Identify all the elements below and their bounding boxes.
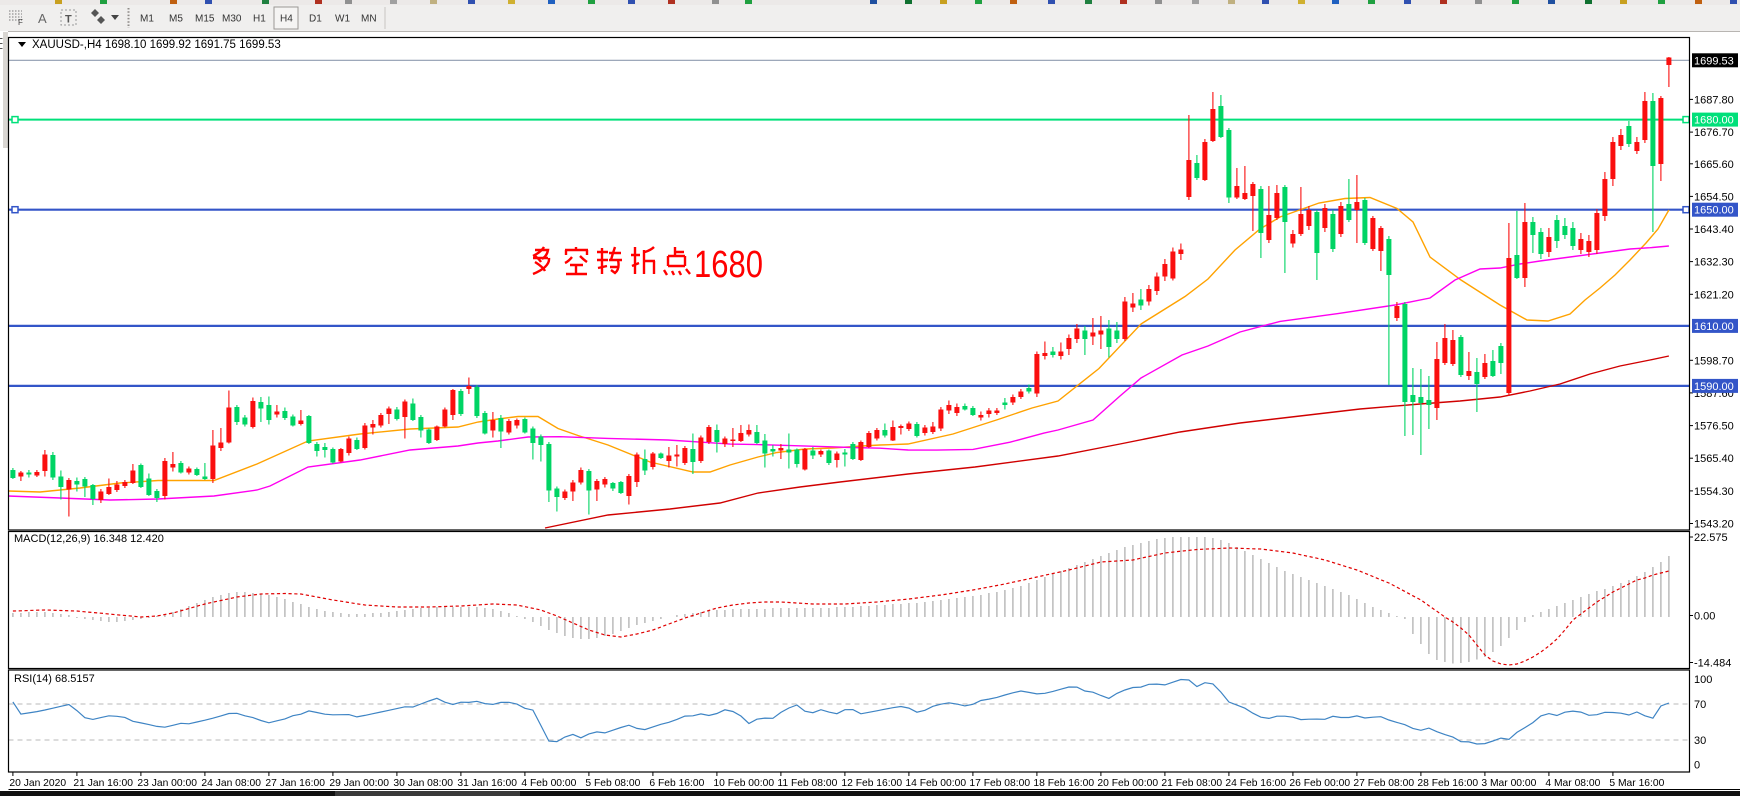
svg-text:1621.20: 1621.20: [1694, 289, 1734, 301]
svg-text:M15: M15: [195, 14, 215, 25]
svg-text:MACD(12,26,9) 16.348 12.420: MACD(12,26,9) 16.348 12.420: [14, 533, 164, 545]
svg-text:6 Feb 16:00: 6 Feb 16:00: [649, 778, 704, 789]
svg-text:21 Feb 08:00: 21 Feb 08:00: [1161, 778, 1222, 789]
svg-text:11 Feb 08:00: 11 Feb 08:00: [777, 778, 837, 789]
svg-text:26 Feb 00:00: 26 Feb 00:00: [1289, 778, 1350, 789]
svg-text:18 Feb 16:00: 18 Feb 16:00: [1033, 778, 1094, 789]
svg-text:20 Jan 2020: 20 Jan 2020: [9, 778, 66, 789]
svg-text:H4: H4: [280, 14, 293, 25]
svg-text:10 Feb 00:00: 10 Feb 00:00: [713, 778, 774, 789]
svg-text:H1: H1: [253, 14, 266, 25]
svg-text:T: T: [65, 14, 72, 26]
svg-text:1650.00: 1650.00: [1694, 205, 1734, 217]
svg-text:D1: D1: [309, 14, 322, 25]
svg-text:1554.30: 1554.30: [1694, 486, 1734, 498]
svg-text:0.00: 0.00: [1694, 611, 1715, 623]
svg-text:70: 70: [1694, 699, 1706, 711]
svg-text:RSI(14) 68.5157: RSI(14) 68.5157: [14, 673, 95, 685]
svg-text:1610.00: 1610.00: [1694, 321, 1734, 333]
svg-text:A: A: [38, 11, 47, 26]
svg-text:1676.70: 1676.70: [1694, 127, 1734, 139]
svg-text:22.575: 22.575: [1694, 532, 1728, 544]
svg-text:1632.30: 1632.30: [1694, 257, 1734, 269]
svg-text:28 Feb 16:00: 28 Feb 16:00: [1417, 778, 1478, 789]
svg-text:1598.70: 1598.70: [1694, 355, 1734, 367]
svg-text:3 Mar 00:00: 3 Mar 00:00: [1481, 778, 1536, 789]
svg-text:-14.484: -14.484: [1694, 658, 1731, 670]
svg-text:23 Jan 00:00: 23 Jan 00:00: [137, 778, 197, 789]
svg-text:1654.50: 1654.50: [1694, 191, 1734, 203]
svg-text:1665.60: 1665.60: [1694, 159, 1734, 171]
svg-text:0: 0: [1694, 760, 1700, 772]
svg-text:4 Feb 00:00: 4 Feb 00:00: [521, 778, 576, 789]
svg-text:M1: M1: [140, 14, 154, 25]
svg-text:14 Feb 00:00: 14 Feb 00:00: [905, 778, 966, 789]
svg-text:1576.50: 1576.50: [1694, 421, 1734, 433]
svg-text:F: F: [18, 18, 23, 27]
svg-text:5 Mar 16:00: 5 Mar 16:00: [1609, 778, 1664, 789]
svg-text:27 Jan 16:00: 27 Jan 16:00: [265, 778, 325, 789]
svg-text:1543.20: 1543.20: [1694, 519, 1734, 531]
svg-text:20 Feb 00:00: 20 Feb 00:00: [1097, 778, 1158, 789]
svg-text:1643.40: 1643.40: [1694, 224, 1734, 236]
svg-text:1590.00: 1590.00: [1694, 381, 1734, 393]
svg-text:1699.53: 1699.53: [1694, 55, 1734, 67]
svg-text:100: 100: [1694, 674, 1712, 686]
svg-text:M5: M5: [169, 14, 183, 25]
svg-text:21 Jan 16:00: 21 Jan 16:00: [73, 778, 133, 789]
svg-text:5 Feb 08:00: 5 Feb 08:00: [585, 778, 640, 789]
svg-text:29 Jan 00:00: 29 Jan 00:00: [329, 778, 389, 789]
svg-text:MN: MN: [361, 14, 377, 25]
svg-text:1687.80: 1687.80: [1694, 94, 1734, 106]
svg-text:XAUUSD-,H4 1698.10 1699.92 16: XAUUSD-,H4 1698.10 1699.92 1691.75 1699.…: [32, 39, 281, 51]
svg-text:1565.40: 1565.40: [1694, 453, 1734, 465]
svg-text:24 Jan 08:00: 24 Jan 08:00: [201, 778, 261, 789]
svg-text:1680: 1680: [694, 244, 763, 286]
svg-text:1680.00: 1680.00: [1694, 115, 1734, 127]
svg-text:31 Jan 16:00: 31 Jan 16:00: [457, 778, 517, 789]
svg-text:27 Feb 08:00: 27 Feb 08:00: [1353, 778, 1414, 789]
svg-text:30 Jan 08:00: 30 Jan 08:00: [393, 778, 453, 789]
svg-text:W1: W1: [335, 14, 350, 25]
svg-text:12 Feb 16:00: 12 Feb 16:00: [841, 778, 902, 789]
svg-text:17 Feb 08:00: 17 Feb 08:00: [969, 778, 1030, 789]
svg-text:24 Feb 16:00: 24 Feb 16:00: [1225, 778, 1286, 789]
svg-text:30: 30: [1694, 735, 1706, 747]
svg-text:M30: M30: [222, 14, 242, 25]
svg-text:4 Mar 08:00: 4 Mar 08:00: [1545, 778, 1600, 789]
